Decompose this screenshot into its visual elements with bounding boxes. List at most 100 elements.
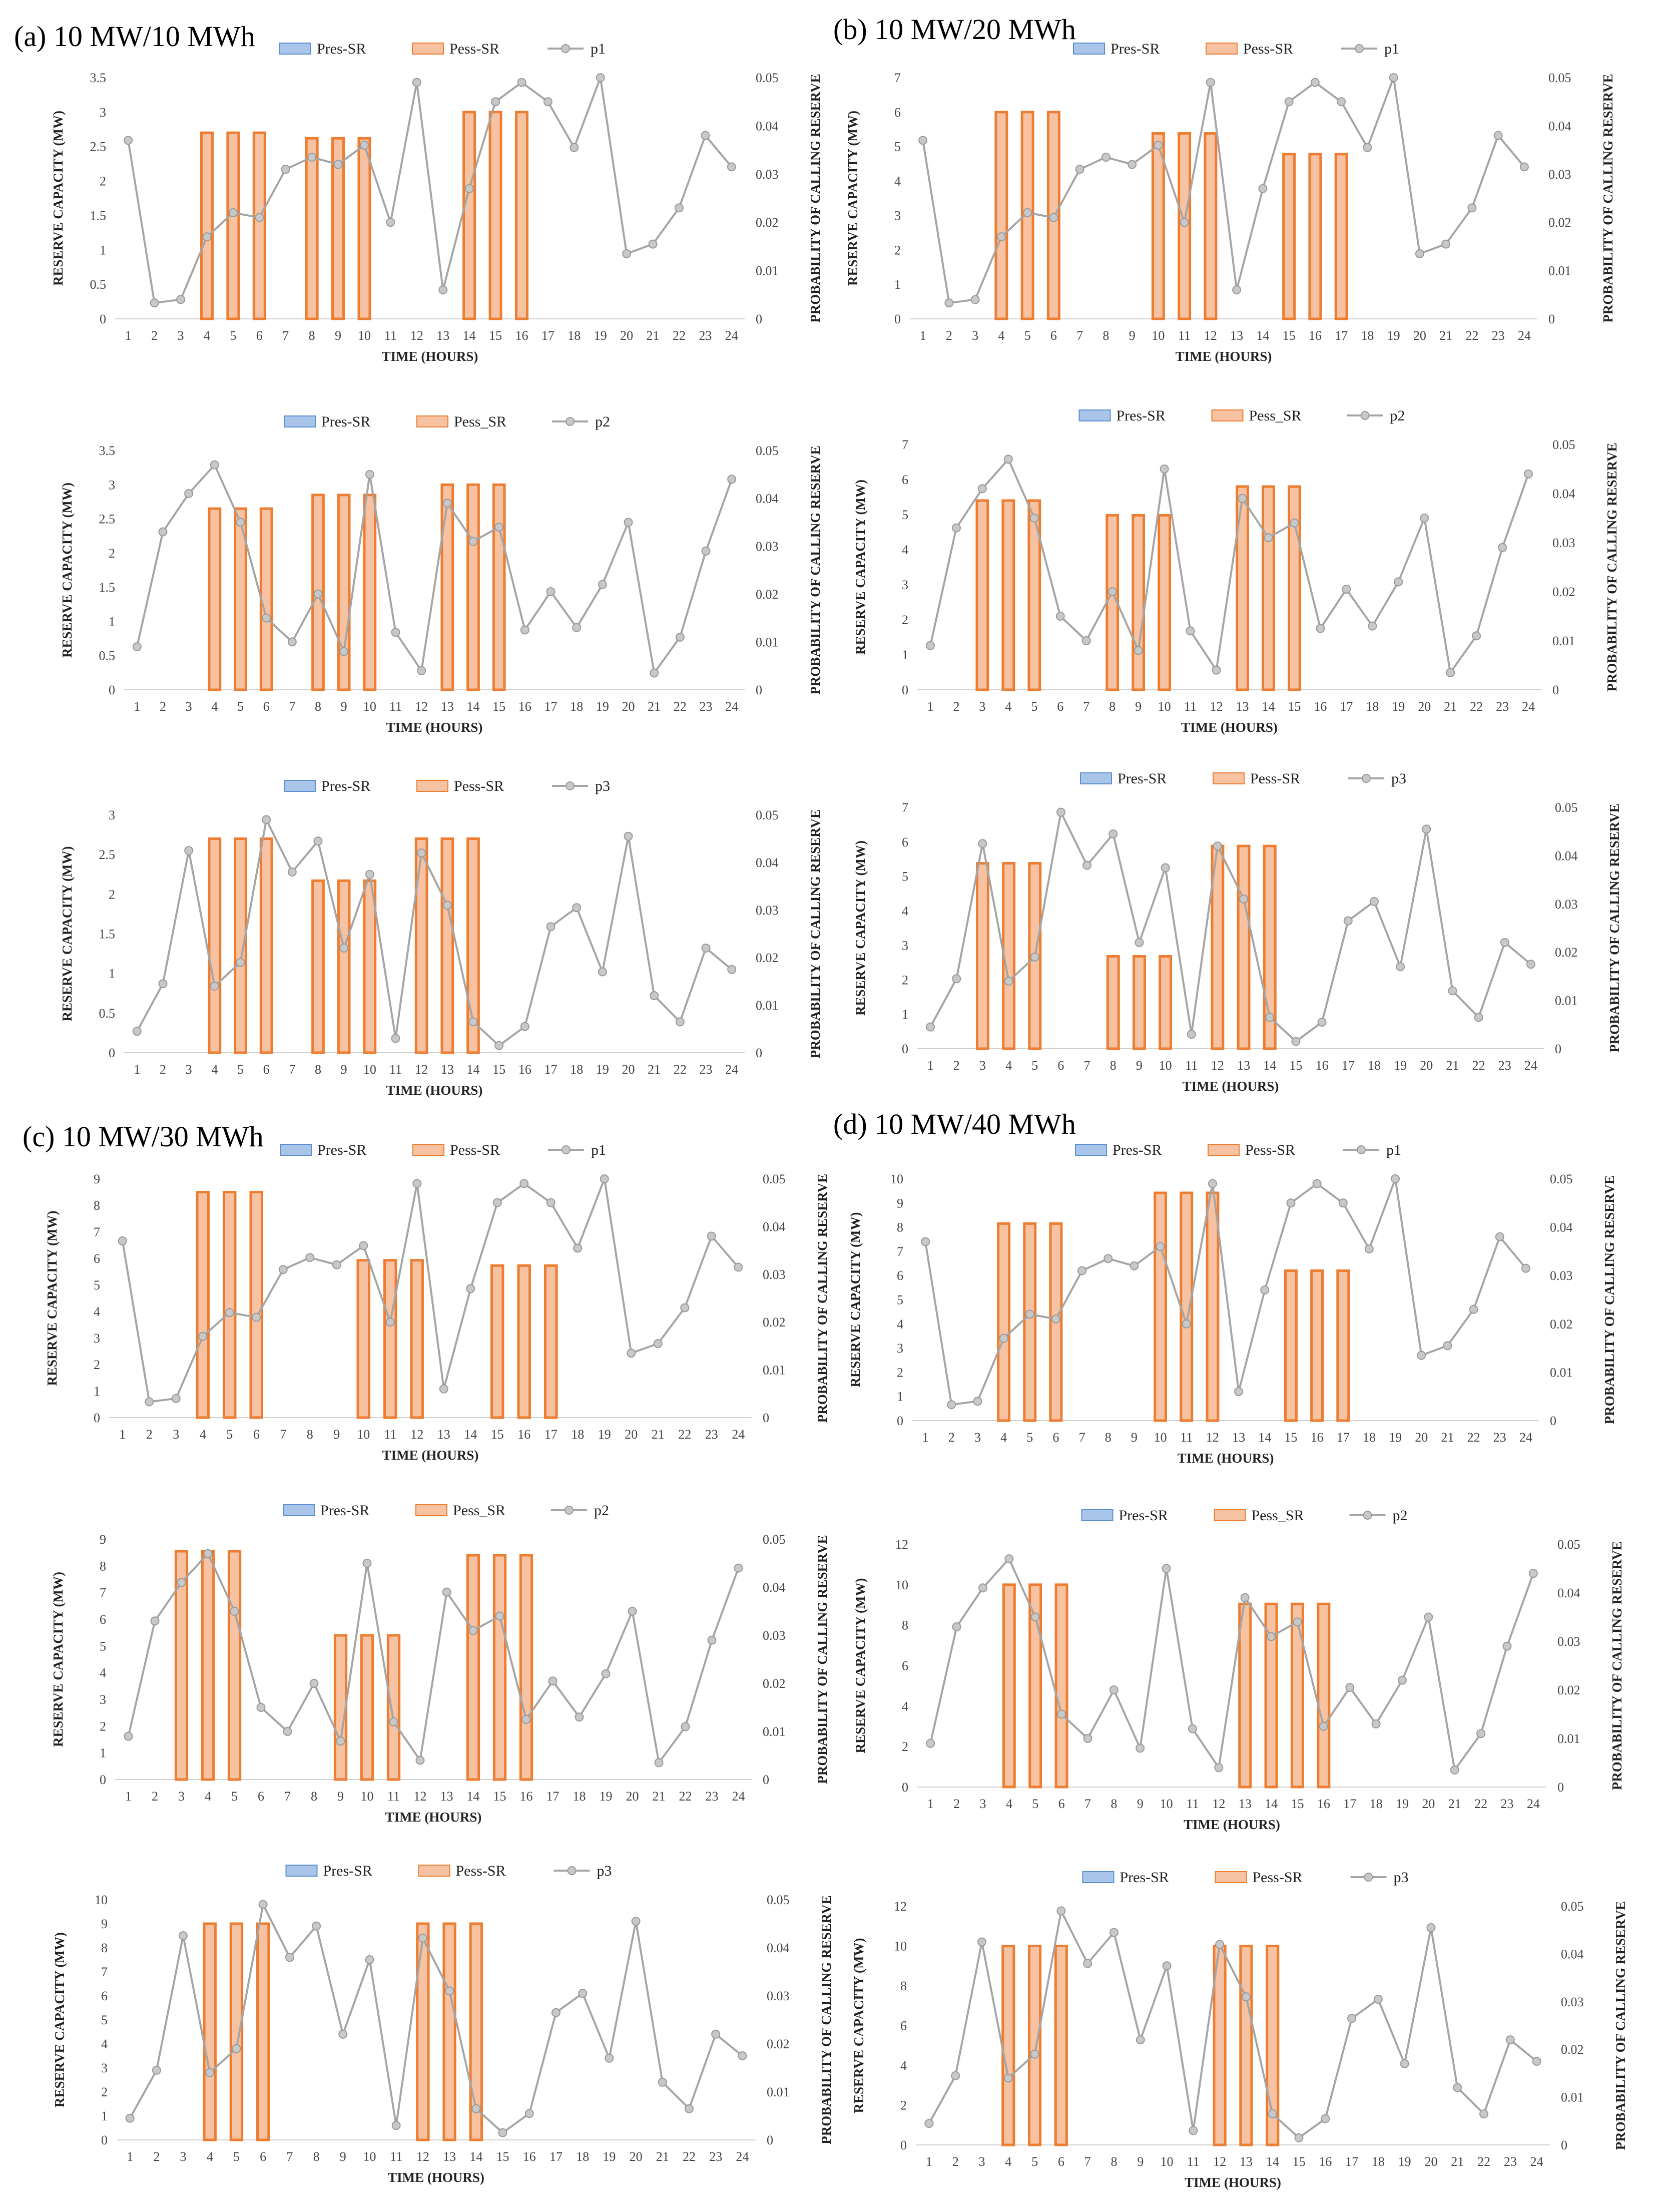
legend-swatch-marker xyxy=(561,44,570,53)
legend-swatch-marker xyxy=(562,1145,571,1154)
probability-point xyxy=(468,537,478,546)
x-tick-label: 11 xyxy=(390,2149,402,2164)
y-tick-label: 0 xyxy=(900,2138,907,2152)
x-tick-label: 20 xyxy=(1415,1430,1428,1445)
probability-point xyxy=(439,1384,448,1394)
probability-point xyxy=(184,489,194,499)
y2-tick-label: 0.05 xyxy=(756,444,779,458)
y-tick-label: 9 xyxy=(94,1172,100,1186)
pess-sr-bar xyxy=(1106,955,1120,1050)
probability-point xyxy=(1238,494,1247,503)
pess-sr-bar xyxy=(386,1634,401,1781)
legend-label-pres-sr: Pres-SR xyxy=(1119,1507,1168,1524)
x-tick-label: 9 xyxy=(340,2149,346,2164)
y-tick-label: 0 xyxy=(902,1780,908,1795)
x-tick-label: 6 xyxy=(263,699,270,714)
legend-label-pess-sr: Pess-SR xyxy=(1243,41,1293,57)
x-tick-label: 16 xyxy=(523,2149,536,2164)
probability-point xyxy=(210,982,219,991)
y-axis-label: RESERVE CAPACITY (MW) xyxy=(45,1210,60,1386)
y-tick-label: 7 xyxy=(897,1244,903,1259)
probability-point xyxy=(1345,1683,1355,1692)
x-tick-label: 4 xyxy=(1006,1797,1012,1811)
probability-point xyxy=(1321,2114,1330,2123)
probability-point xyxy=(258,1900,268,1909)
x-tick-label: 19 xyxy=(598,1427,611,1442)
probability-point xyxy=(210,460,219,470)
x-tick-label: 18 xyxy=(1366,699,1379,714)
y-tick-label: 6 xyxy=(902,835,908,849)
legend-swatch-marker xyxy=(1360,411,1370,420)
x-tick-label: 18 xyxy=(568,328,581,343)
y-tick-label: 7 xyxy=(902,800,908,815)
probability-point xyxy=(1364,1244,1374,1254)
probability-point xyxy=(1369,897,1379,906)
legend-swatch-marker xyxy=(1363,1511,1372,1520)
probability-point xyxy=(1389,73,1398,82)
x-tick-label: 3 xyxy=(972,328,978,343)
y-tick-label: 0 xyxy=(902,1042,908,1056)
probability-point xyxy=(313,836,323,846)
bar-series-pess-sr xyxy=(975,844,1277,1050)
x-tick-label: 3 xyxy=(186,1062,192,1077)
x-tick-label: 1 xyxy=(127,2149,133,2164)
probability-point xyxy=(519,1179,529,1188)
probability-point xyxy=(359,1241,368,1250)
y-tick-label: 1 xyxy=(94,1384,100,1399)
pess-sr-bar xyxy=(1023,1222,1037,1422)
probability-point xyxy=(654,1758,664,1767)
y2-tick-label: 0.02 xyxy=(1548,215,1571,230)
pess-sr-bar xyxy=(1263,844,1277,1050)
x-tick-label: 8 xyxy=(315,1062,321,1077)
probability-point xyxy=(205,2068,215,2077)
legend-label-prob: p3 xyxy=(597,1863,612,1879)
y2-tick-label: 0.01 xyxy=(1555,994,1578,1008)
x-tick-label: 4 xyxy=(211,699,218,714)
probability-point xyxy=(650,991,659,1000)
probability-point xyxy=(598,580,607,589)
panel-header: (b) 10 MW/20 MWh xyxy=(833,13,1076,46)
y-tick-label: 4 xyxy=(100,1666,106,1680)
legend-swatch-pess-sr xyxy=(1206,43,1238,55)
x-tick-label: 16 xyxy=(1319,2154,1332,2169)
x-tick-label: 2 xyxy=(948,1430,955,1445)
chart-a1: 00.511.522.533.500.010.020.030.040.051 2 3… xyxy=(51,41,823,364)
y2-tick-label: 0.01 xyxy=(767,2085,790,2099)
pess-sr-bar xyxy=(360,1634,374,1781)
probability-point xyxy=(520,1022,529,1031)
x-tick-label: 21 xyxy=(1441,1430,1454,1445)
probability-point xyxy=(1396,962,1405,972)
x-tick-label: 22 xyxy=(1477,2154,1490,2169)
x-tick-label: 5 xyxy=(1026,1430,1033,1445)
y2-tick-label: 0.02 xyxy=(756,587,779,602)
legend-label-prob: p2 xyxy=(1390,407,1405,424)
x-tick-label: 10 xyxy=(1152,328,1165,343)
probability-point xyxy=(1081,636,1091,645)
probability-point xyxy=(1003,455,1013,464)
x-tick-label: 20 xyxy=(1413,328,1426,343)
x-tick-label: 11 xyxy=(389,1062,402,1077)
y-tick-label: 2 xyxy=(109,546,115,561)
x-tick-label: 16 xyxy=(1309,328,1322,343)
legend: Pres-SR Pess-SR p3 xyxy=(284,778,610,794)
pess-sr-bar xyxy=(1266,1945,1280,2146)
y-tick-label: 2 xyxy=(902,1739,908,1754)
probability-point xyxy=(951,523,961,533)
x-tick-label: 22 xyxy=(674,1062,687,1077)
legend-label-pess-sr: Pess-SR xyxy=(454,778,504,794)
probability-point xyxy=(1343,916,1353,926)
x-tick-label: 14 xyxy=(467,1789,480,1804)
legend-label-prob: p3 xyxy=(1391,770,1406,787)
legend-label-prob: p1 xyxy=(591,41,606,57)
x-tick-label: 24 xyxy=(1527,1797,1540,1811)
x-tick-label: 6 xyxy=(253,1427,260,1442)
probability-point xyxy=(466,1284,475,1293)
y-tick-label: 9 xyxy=(897,1196,903,1210)
x-tick-label: 1 xyxy=(927,1058,934,1073)
x-tick-label: 18 xyxy=(570,699,583,714)
probability-point xyxy=(1450,1765,1459,1775)
x-tick-label: 9 xyxy=(1137,2154,1144,2169)
probability-line-p2 xyxy=(136,464,733,674)
pess-sr-bar xyxy=(1206,1191,1220,1422)
